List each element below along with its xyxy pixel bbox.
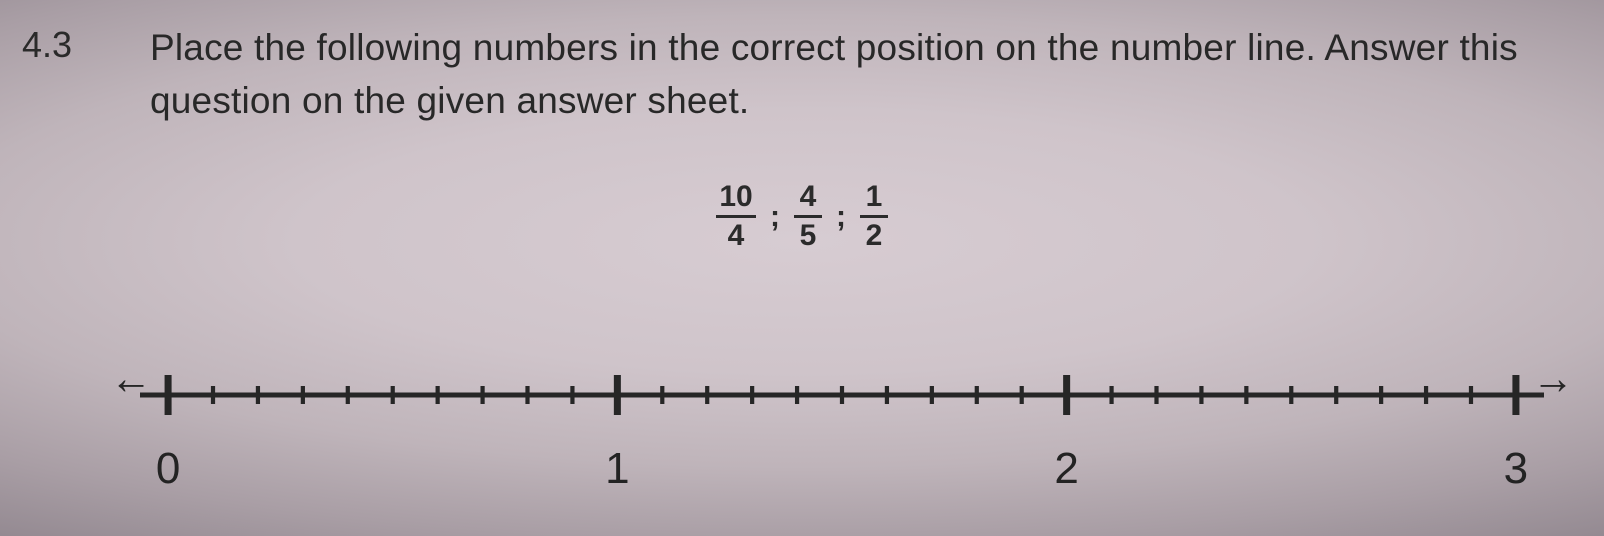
number-line: ← → 0123 [140, 360, 1544, 500]
fraction-2-denominator: 5 [800, 221, 817, 251]
fraction-3-numerator: 1 [866, 182, 883, 212]
question-prompt: Place the following numbers in the corre… [150, 22, 1584, 127]
number-line-labels: 0123 [140, 430, 1544, 490]
tick-label-2: 2 [1054, 444, 1078, 494]
fraction-2: 4 5 [794, 182, 822, 251]
tick-label-0: 0 [156, 444, 180, 494]
fraction-bar-icon [794, 215, 822, 218]
fraction-1: 10 4 [716, 182, 756, 251]
fraction-3: 1 2 [860, 182, 888, 251]
fraction-bar-icon [716, 215, 756, 218]
fraction-1-denominator: 4 [728, 221, 745, 251]
separator-1: ; [766, 200, 784, 234]
tick-label-3: 3 [1504, 444, 1528, 494]
tick-label-1: 1 [605, 444, 629, 494]
separator-2: ; [832, 200, 850, 234]
fraction-list: 10 4 ; 4 5 ; 1 2 [0, 182, 1604, 251]
fraction-1-numerator: 10 [719, 182, 752, 212]
fraction-bar-icon [860, 215, 888, 218]
fraction-3-denominator: 2 [866, 221, 883, 251]
prompt-line-2: question on the given answer sheet. [150, 80, 749, 121]
prompt-line-1: Place the following numbers in the corre… [150, 27, 1518, 68]
fraction-2-numerator: 4 [800, 182, 817, 212]
question-number: 4.3 [22, 24, 72, 66]
number-line-svg [140, 360, 1544, 430]
